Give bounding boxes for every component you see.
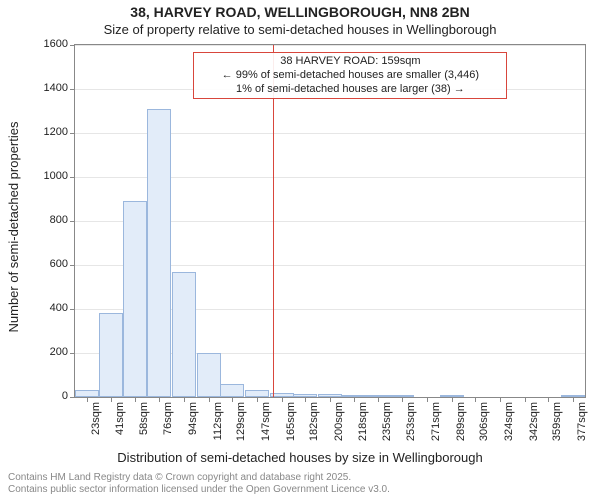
histogram-bar xyxy=(75,390,99,397)
histogram-bar xyxy=(245,390,269,397)
x-tick-label: 41sqm xyxy=(114,402,126,435)
y-tick-mark xyxy=(70,397,74,398)
y-tick-label: 1200 xyxy=(34,126,68,138)
histogram-bar xyxy=(99,313,123,397)
x-tick-label: 200sqm xyxy=(333,402,345,441)
x-tick-mark xyxy=(354,398,355,402)
x-tick-mark xyxy=(452,398,453,402)
x-tick-mark xyxy=(135,398,136,402)
histogram-bar xyxy=(293,394,317,397)
x-tick-label: 218sqm xyxy=(357,402,369,441)
footer-attribution: Contains HM Land Registry data © Crown c… xyxy=(8,472,390,496)
x-tick-mark xyxy=(548,398,549,402)
chart-plot-area: 38 HARVEY ROAD: 159sqm ← 99% of semi-det… xyxy=(74,44,586,398)
x-tick-mark xyxy=(282,398,283,402)
y-tick-mark xyxy=(70,221,74,222)
histogram-bar xyxy=(366,395,390,397)
x-tick-mark xyxy=(427,398,428,402)
x-tick-label: 76sqm xyxy=(162,402,174,435)
x-tick-label: 182sqm xyxy=(308,402,320,441)
x-tick-mark xyxy=(209,398,210,402)
y-tick-mark xyxy=(70,265,74,266)
y-tick-label: 200 xyxy=(34,346,68,358)
histogram-bar xyxy=(220,384,244,397)
x-tick-mark xyxy=(111,398,112,402)
x-tick-mark xyxy=(525,398,526,402)
histogram-bar xyxy=(123,201,147,397)
x-tick-label: 129sqm xyxy=(235,402,247,441)
y-tick-label: 600 xyxy=(34,258,68,270)
y-tick-mark xyxy=(70,309,74,310)
x-tick-label: 306sqm xyxy=(478,402,490,441)
histogram-bar xyxy=(172,272,196,397)
histogram-bar xyxy=(390,395,414,397)
histogram-bar xyxy=(147,109,171,397)
x-tick-label: 58sqm xyxy=(138,402,150,435)
annotation-line-1: 38 HARVEY ROAD: 159sqm xyxy=(200,55,500,69)
footer-line-1: Contains HM Land Registry data © Crown c… xyxy=(8,472,390,484)
y-tick-mark xyxy=(70,353,74,354)
y-tick-label: 400 xyxy=(34,302,68,314)
footer-line-2: Contains public sector information licen… xyxy=(8,484,390,496)
histogram-bar xyxy=(197,353,221,397)
x-tick-label: 253sqm xyxy=(405,402,417,441)
page-title: 38, HARVEY ROAD, WELLINGBOROUGH, NN8 2BN xyxy=(0,4,600,20)
histogram-bar xyxy=(440,395,464,397)
x-tick-mark xyxy=(573,398,574,402)
x-tick-mark xyxy=(500,398,501,402)
y-tick-label: 1400 xyxy=(34,82,68,94)
y-tick-label: 1000 xyxy=(34,170,68,182)
y-tick-label: 1600 xyxy=(34,38,68,50)
x-tick-mark xyxy=(159,398,160,402)
x-tick-label: 271sqm xyxy=(430,402,442,441)
x-tick-label: 165sqm xyxy=(285,402,297,441)
y-tick-label: 800 xyxy=(34,214,68,226)
y-tick-label: 0 xyxy=(34,390,68,402)
x-tick-mark xyxy=(330,398,331,402)
x-tick-mark xyxy=(232,398,233,402)
y-tick-mark xyxy=(70,133,74,134)
x-tick-label: 94sqm xyxy=(187,402,199,435)
x-tick-label: 377sqm xyxy=(576,402,588,441)
x-tick-label: 147sqm xyxy=(260,402,272,441)
x-tick-mark xyxy=(378,398,379,402)
x-tick-label: 112sqm xyxy=(212,402,224,440)
histogram-bar xyxy=(561,395,585,397)
gridline xyxy=(75,45,585,46)
x-tick-label: 235sqm xyxy=(381,402,393,441)
annotation-line-3: 1% of semi-detached houses are larger (3… xyxy=(200,83,500,97)
x-tick-label: 324sqm xyxy=(503,402,515,441)
x-tick-label: 342sqm xyxy=(528,402,540,441)
y-tick-mark xyxy=(70,177,74,178)
y-tick-mark xyxy=(70,45,74,46)
x-tick-label: 289sqm xyxy=(455,402,467,441)
y-tick-mark xyxy=(70,89,74,90)
histogram-bar xyxy=(318,394,342,397)
y-axis-label: Number of semi-detached properties xyxy=(6,122,21,333)
x-tick-mark xyxy=(305,398,306,402)
x-tick-mark xyxy=(257,398,258,402)
x-tick-mark xyxy=(87,398,88,402)
x-axis-label: Distribution of semi-detached houses by … xyxy=(0,450,600,465)
x-tick-mark xyxy=(475,398,476,402)
x-tick-mark xyxy=(184,398,185,402)
histogram-bar xyxy=(342,395,366,397)
x-tick-label: 359sqm xyxy=(551,402,563,441)
annotation-box: 38 HARVEY ROAD: 159sqm ← 99% of semi-det… xyxy=(193,52,507,99)
page-subtitle: Size of property relative to semi-detach… xyxy=(0,22,600,37)
x-tick-label: 23sqm xyxy=(90,402,102,435)
x-tick-mark xyxy=(402,398,403,402)
annotation-line-2: ← 99% of semi-detached houses are smalle… xyxy=(200,69,500,83)
